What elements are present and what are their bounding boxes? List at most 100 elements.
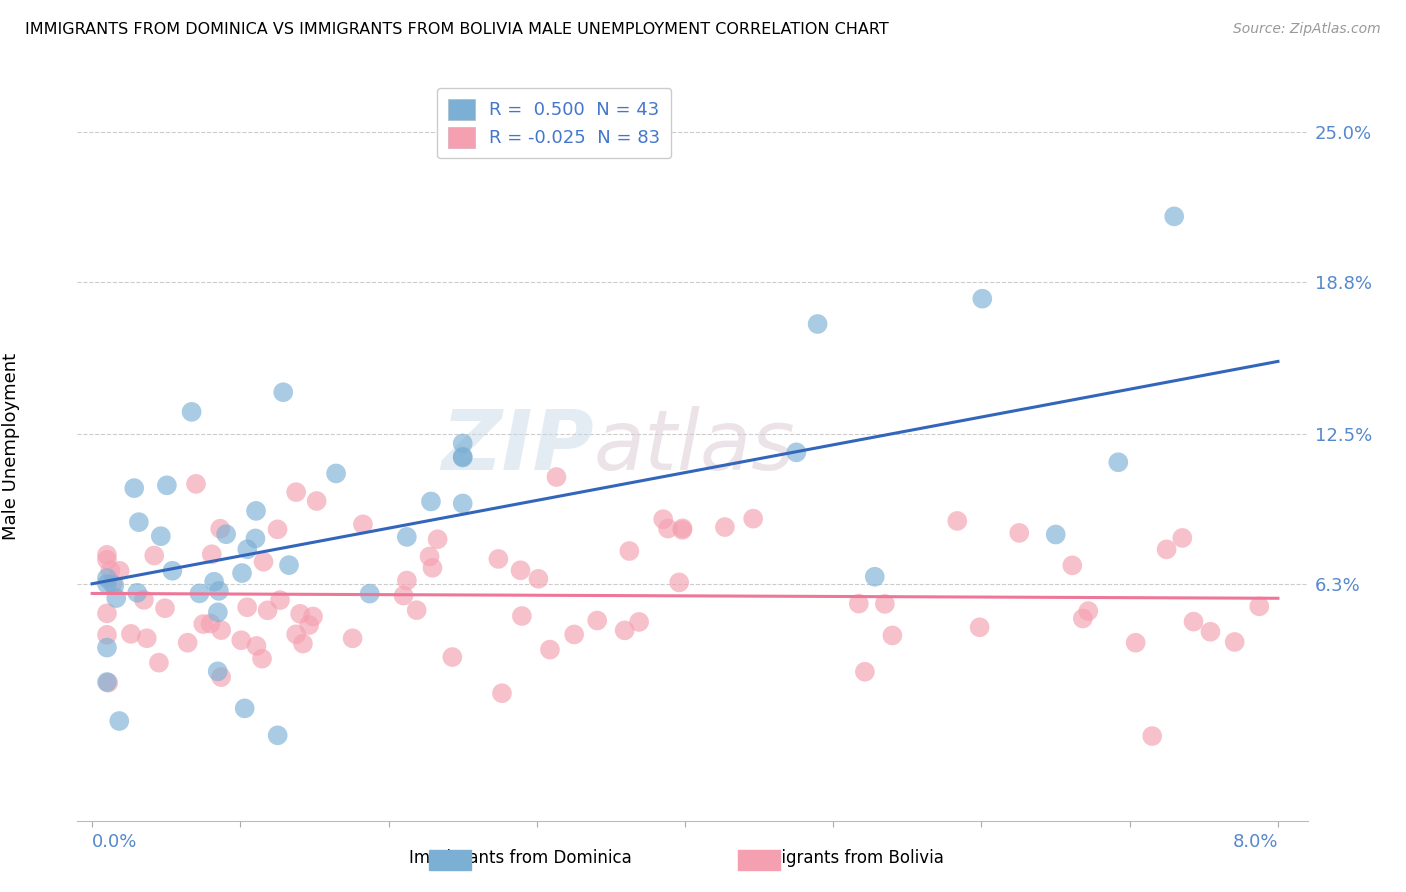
Point [671, 523, 693, 537]
Point [1071, 611, 1094, 625]
Point [208, 583, 231, 598]
Point [200, 616, 222, 631]
Point [392, 589, 415, 603]
Point [395, 574, 418, 588]
Point [1223, 635, 1246, 649]
Point [422, 561, 444, 575]
Point [266, 522, 288, 536]
Point [180, 405, 202, 419]
Point [441, 650, 464, 665]
Point [1199, 624, 1222, 639]
Point [657, 522, 679, 536]
Point [1163, 210, 1185, 224]
Legend: R =  0.500  N = 43, R = -0.025  N = 83: R = 0.500 N = 43, R = -0.025 N = 83 [437, 88, 671, 159]
Point [359, 587, 381, 601]
Point [613, 624, 636, 638]
Point [1107, 455, 1129, 469]
Point [486, 552, 509, 566]
Point [1062, 558, 1084, 573]
Point [266, 728, 288, 742]
Point [236, 600, 259, 615]
Point [586, 614, 609, 628]
Point [538, 642, 561, 657]
Point [285, 627, 308, 641]
Point [120, 627, 142, 641]
Text: Immigrants from Dominica: Immigrants from Dominica [409, 849, 631, 867]
Point [491, 686, 513, 700]
Point [256, 603, 278, 617]
Point [101, 576, 124, 591]
Point [619, 544, 641, 558]
Point [305, 494, 328, 508]
Point [969, 620, 991, 634]
Point [285, 485, 308, 500]
Point [236, 542, 259, 557]
Point [1125, 636, 1147, 650]
Point [97, 675, 120, 690]
Point [420, 494, 443, 508]
Point [96, 571, 118, 585]
Point [1171, 531, 1194, 545]
Point [419, 549, 441, 564]
Point [269, 593, 291, 607]
Point [233, 701, 256, 715]
Point [100, 563, 122, 577]
Text: ZIP: ZIP [441, 406, 595, 486]
Point [96, 628, 118, 642]
Text: Source: ZipAtlas.com: Source: ZipAtlas.com [1233, 22, 1381, 37]
Point [96, 607, 118, 621]
Point [671, 521, 693, 535]
Point [302, 609, 325, 624]
Point [207, 665, 229, 679]
Point [193, 617, 215, 632]
Point [1156, 542, 1178, 557]
Point [848, 597, 870, 611]
Point [96, 548, 118, 562]
Point [245, 504, 267, 518]
Point [148, 656, 170, 670]
Point [882, 628, 904, 642]
Point [546, 470, 568, 484]
Point [562, 627, 585, 641]
Point [1140, 729, 1163, 743]
Point [245, 639, 267, 653]
Point [202, 574, 225, 589]
Point [184, 476, 207, 491]
Text: Immigrants from Bolivia: Immigrants from Bolivia [744, 849, 943, 867]
Point [807, 317, 830, 331]
Point [252, 555, 274, 569]
Text: atlas: atlas [595, 406, 796, 486]
Point [298, 618, 321, 632]
Point [972, 292, 994, 306]
Point [1008, 525, 1031, 540]
Text: IMMIGRANTS FROM DOMINICA VS IMMIGRANTS FROM BOLIVIA MALE UNEMPLOYMENT CORRELATIO: IMMIGRANTS FROM DOMINICA VS IMMIGRANTS F… [25, 22, 889, 37]
Point [426, 533, 449, 547]
Point [231, 633, 253, 648]
Point [405, 603, 427, 617]
Point [215, 527, 238, 541]
Point [209, 623, 232, 637]
Point [668, 575, 690, 590]
Point [863, 570, 886, 584]
Point [1077, 604, 1099, 618]
Point [1249, 599, 1271, 614]
Point [162, 564, 184, 578]
Point [451, 450, 474, 464]
Point [742, 511, 765, 525]
Text: Male Unemployment: Male Unemployment [1, 352, 20, 540]
Point [209, 522, 232, 536]
Point [628, 615, 651, 629]
Point [143, 549, 166, 563]
Point [250, 651, 273, 665]
Point [510, 609, 533, 624]
Point [395, 530, 418, 544]
Point [132, 592, 155, 607]
Point [176, 636, 198, 650]
Point [451, 450, 474, 465]
Point [96, 577, 118, 591]
Point [451, 496, 474, 510]
Point [201, 547, 224, 561]
Point [209, 670, 232, 684]
Point [108, 564, 131, 578]
Point [278, 558, 301, 573]
